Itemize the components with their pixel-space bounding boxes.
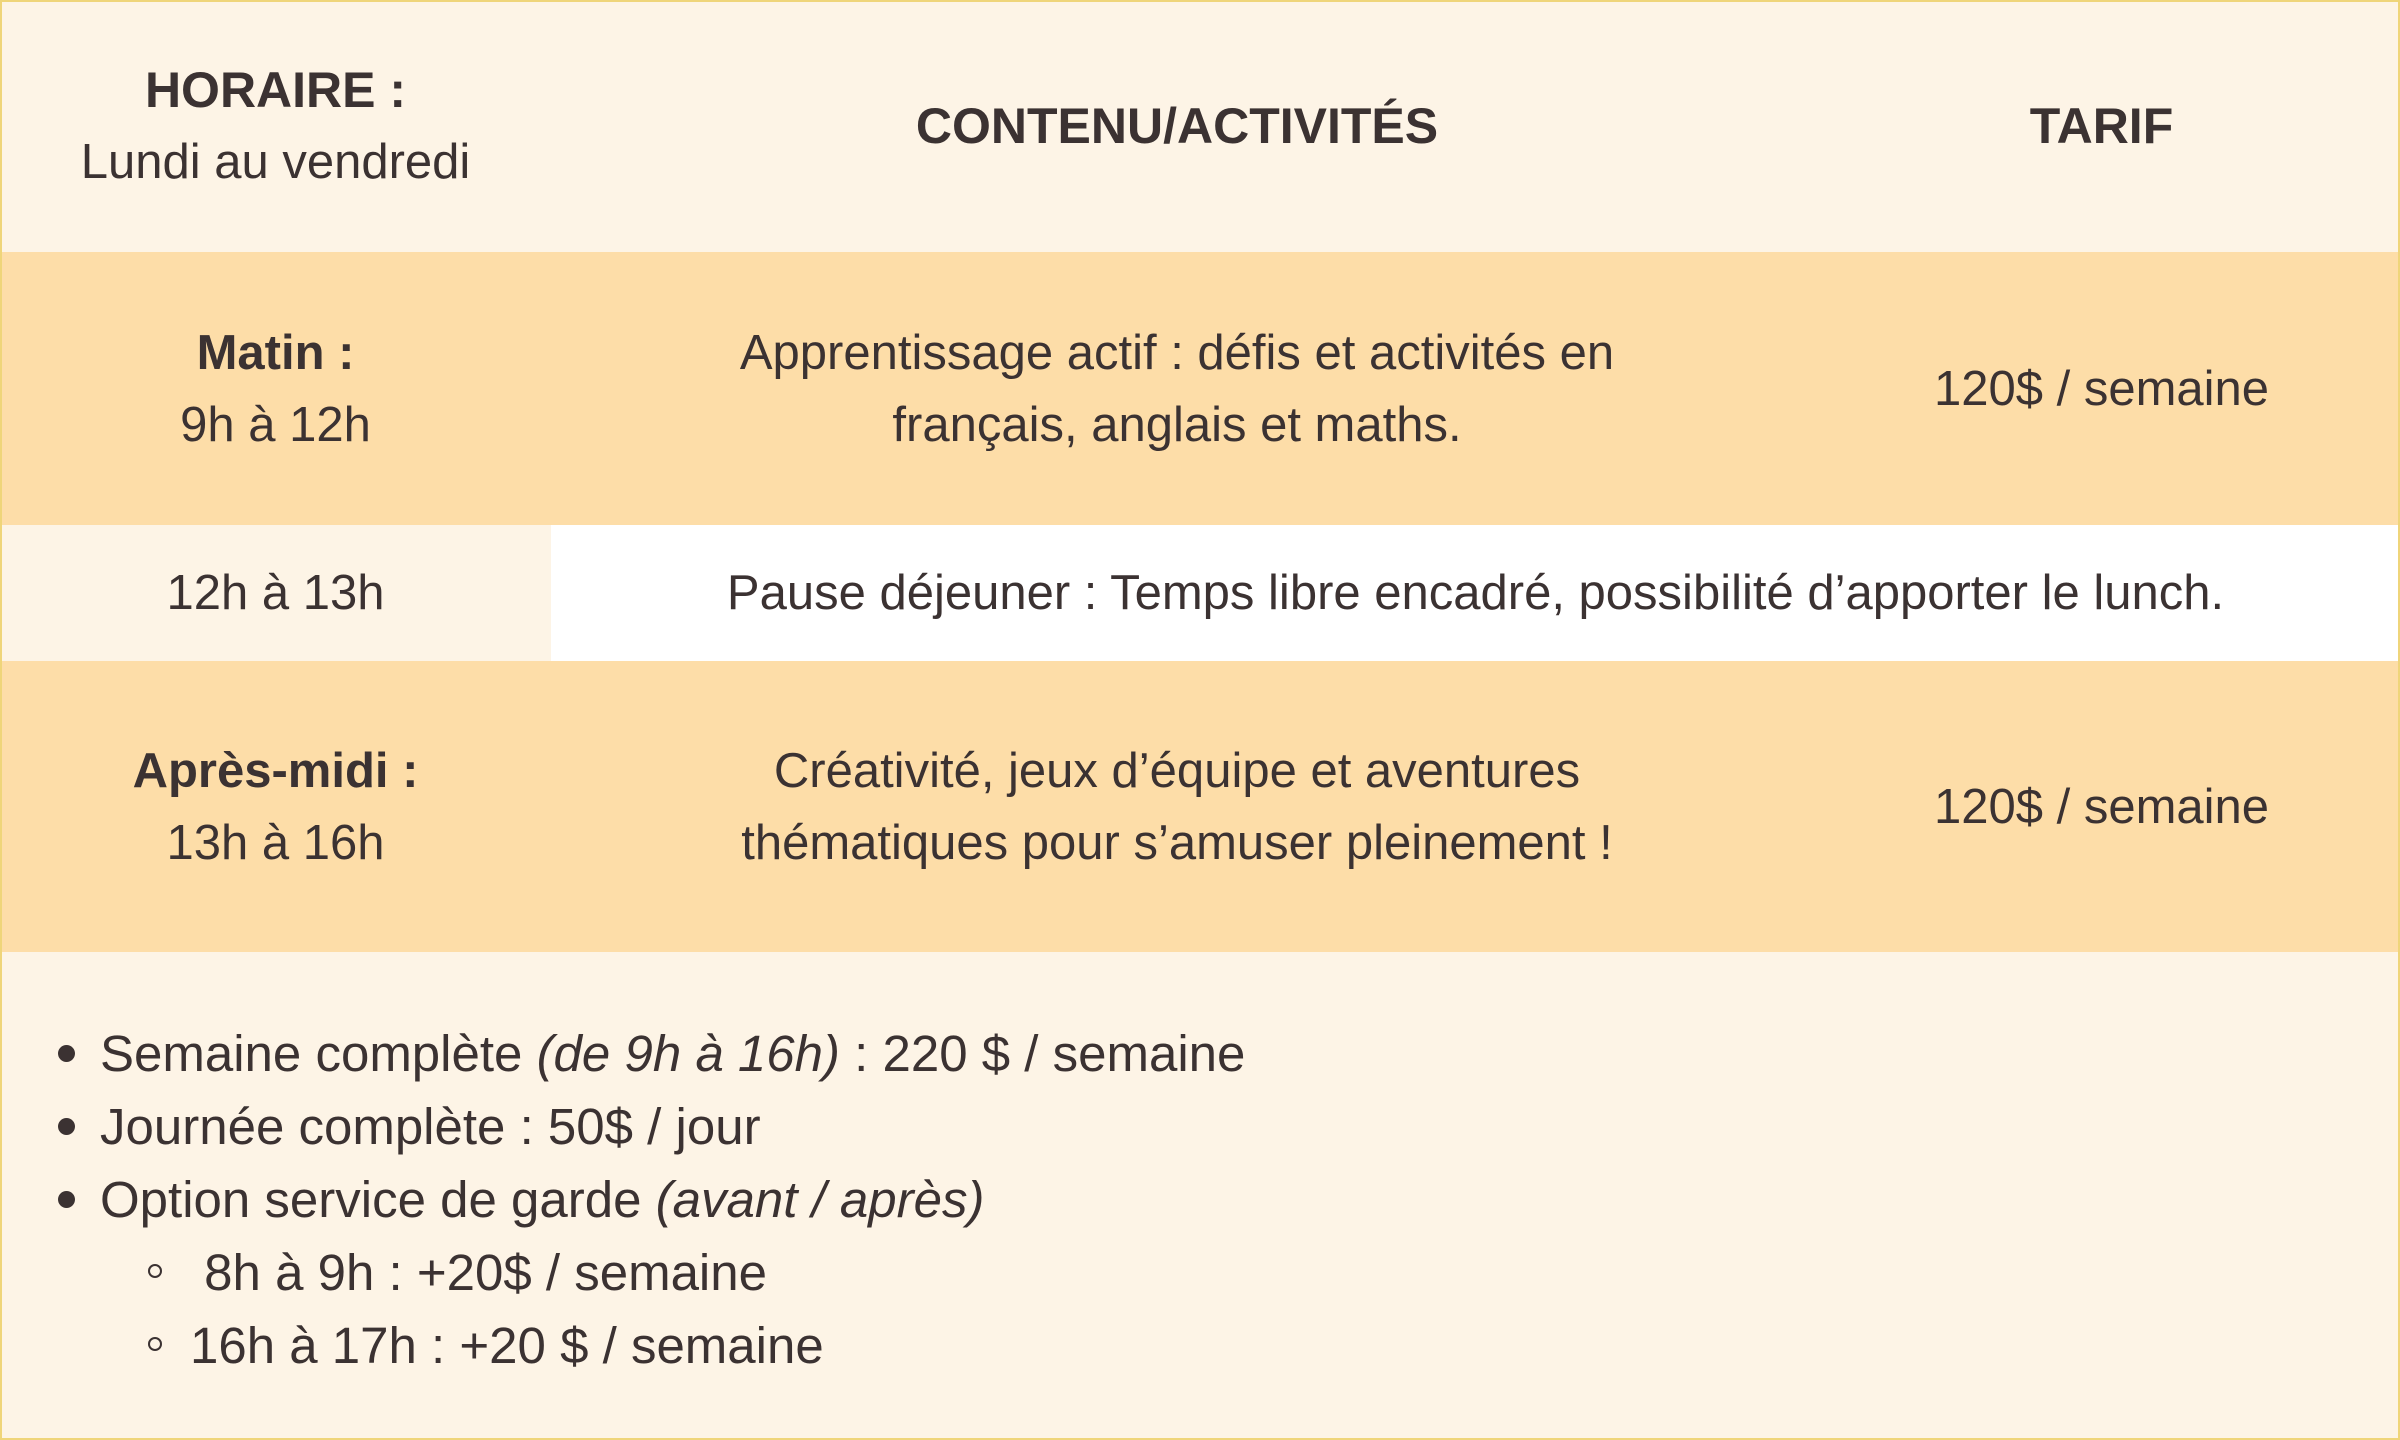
note-text: Option service de garde <box>100 1171 656 1228</box>
note-item: Semaine complète (de 9h à 16h) : 220 $ /… <box>50 1017 1245 1090</box>
header-contenu: CONTENU/ACTIVITÉS <box>551 0 1805 254</box>
note-text: 8h à 9h : +20$ / semaine <box>190 1244 767 1301</box>
note-text: 16h à 17h : +20 $ / semaine <box>190 1317 824 1374</box>
time-range: 12h à 13h <box>166 566 385 620</box>
header-horaire: HORAIRE : Lundi au vendredi <box>0 0 553 254</box>
tarif-label: TARIF <box>2029 98 2174 154</box>
tarif-value: 120$ / semaine <box>1933 361 2270 416</box>
horaire-label: HORAIRE : <box>144 62 407 118</box>
time-range: 9h à 12h <box>180 397 371 452</box>
time-label: Matin : <box>196 325 355 380</box>
circle-bullet-icon <box>148 1337 162 1351</box>
note-italic: (de 9h à 16h) <box>536 1025 840 1082</box>
horaire-subtitle: Lundi au vendredi <box>80 135 471 189</box>
row-pause-content: Pause déjeuner : Temps libre encadré, po… <box>551 525 2400 663</box>
content-text: Apprentissage actif : défis et activités… <box>739 325 1615 452</box>
notes-section: Semaine complète (de 9h à 16h) : 220 $ /… <box>0 952 2400 1440</box>
row-matin-tarif: 120$ / semaine <box>1803 252 2400 527</box>
tarif-value: 120$ / semaine <box>1933 779 2270 834</box>
content-text: Créativité, jeux d’équipe et aventures t… <box>741 743 1613 870</box>
time-range: 13h à 16h <box>166 815 385 870</box>
circle-bullet-icon <box>148 1264 162 1278</box>
content-text: Pause déjeuner : Temps libre encadré, po… <box>726 566 2225 620</box>
bullet-icon <box>58 1191 75 1208</box>
notes-list: Semaine complète (de 9h à 16h) : 220 $ /… <box>50 1017 1245 1382</box>
row-matin-time: Matin : 9h à 12h <box>0 252 553 527</box>
note-subitem: 16h à 17h : +20 $ / semaine <box>50 1309 1245 1382</box>
row-pause-time: 12h à 13h <box>0 525 553 663</box>
note-after: : 220 $ / semaine <box>839 1025 1246 1082</box>
note-italic: (avant / après) <box>655 1171 985 1228</box>
header-tarif: TARIF <box>1803 0 2400 254</box>
note-text: Semaine complète <box>100 1025 537 1082</box>
row-matin-content: Apprentissage actif : défis et activités… <box>551 252 1805 527</box>
bullet-icon <box>58 1045 75 1062</box>
note-item: Option service de garde (avant / après) <box>50 1163 1245 1236</box>
bullet-icon <box>58 1118 75 1135</box>
time-label: Après-midi : <box>132 743 419 798</box>
note-item: Journée complète : 50$ / jour <box>50 1090 1245 1163</box>
note-text: Journée complète : 50$ / jour <box>100 1098 761 1155</box>
contenu-label: CONTENU/ACTIVITÉS <box>915 98 1439 154</box>
note-subitem: 8h à 9h : +20$ / semaine <box>50 1236 1245 1309</box>
row-apresmidi-time: Après-midi : 13h à 16h <box>0 661 553 954</box>
row-apresmidi-tarif: 120$ / semaine <box>1803 661 2400 954</box>
